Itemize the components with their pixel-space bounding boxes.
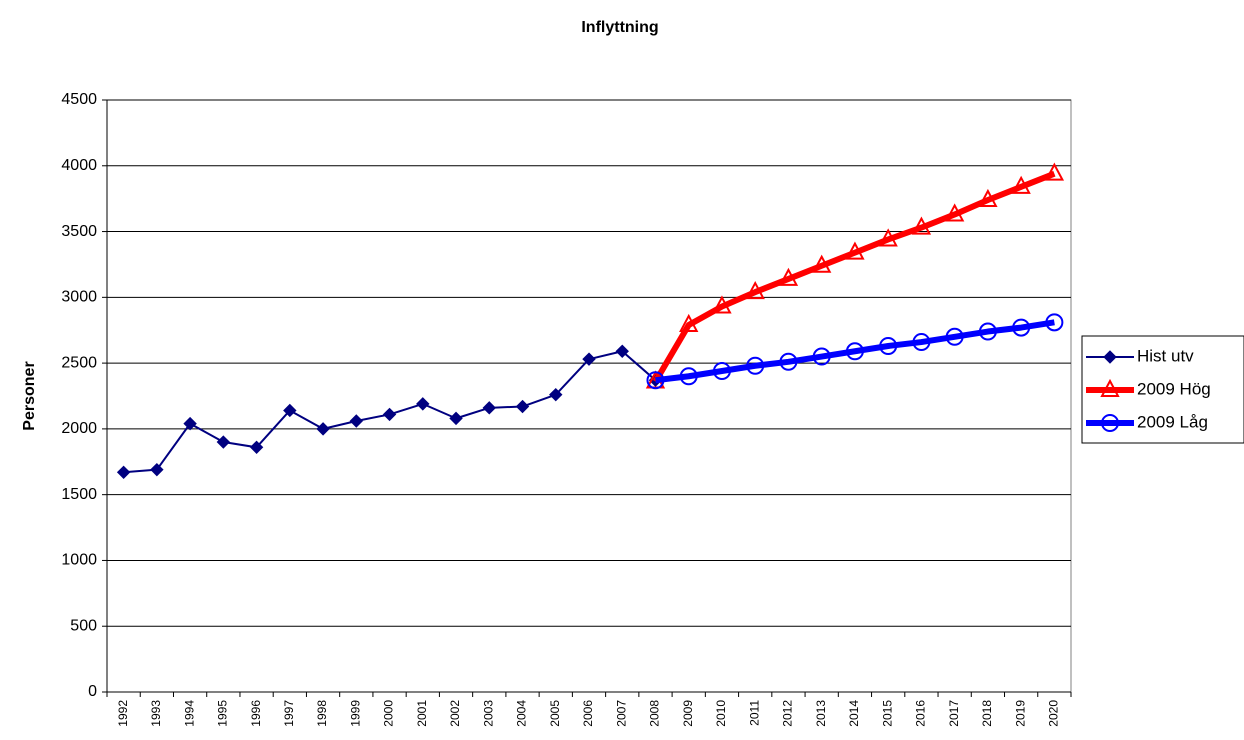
- x-tick-label: 2007: [614, 700, 628, 727]
- x-tick-label: 1993: [149, 700, 163, 727]
- x-tick-label: 1997: [282, 700, 296, 727]
- y-tick-label: 4000: [61, 157, 97, 174]
- data-point: [549, 387, 563, 402]
- x-tick-label: 1995: [216, 700, 230, 727]
- x-tick-label: 2008: [648, 700, 662, 727]
- data-point: [249, 440, 264, 455]
- y-axis-label: Personer: [21, 361, 38, 430]
- x-tick-label: 2011: [747, 700, 761, 726]
- data-point: [712, 362, 731, 381]
- x-tick-label: 2002: [448, 700, 462, 727]
- data-point: [944, 203, 965, 222]
- y-tick-label: 1000: [61, 552, 97, 569]
- x-tick-label: 1999: [348, 700, 362, 727]
- y-tick-label: 4500: [61, 91, 97, 108]
- data-point: [382, 407, 397, 422]
- data-point: [712, 295, 732, 314]
- legend-label: 2009 Låg: [1137, 412, 1208, 431]
- data-point: [978, 188, 998, 207]
- data-point: [646, 371, 665, 390]
- x-tick-label: 1992: [116, 700, 130, 727]
- data-point: [316, 422, 330, 436]
- plot-area: [106, 99, 1072, 693]
- y-tick-label: 3000: [61, 289, 97, 306]
- x-tick-label: 2005: [548, 700, 562, 727]
- x-tick-label: 2019: [1013, 700, 1027, 727]
- series-line: [652, 170, 1056, 384]
- data-point: [978, 322, 997, 341]
- data-point: [349, 414, 364, 428]
- data-point: [679, 313, 699, 332]
- data-point: [1044, 162, 1065, 181]
- data-point: [582, 352, 596, 366]
- legend-label: Hist utv: [1137, 346, 1194, 365]
- data-point: [1012, 318, 1031, 337]
- x-tick-label: 2010: [714, 700, 728, 727]
- data-point: [183, 416, 197, 431]
- data-point: [116, 465, 131, 480]
- series-line: [655, 319, 1055, 384]
- data-point: [912, 333, 931, 352]
- data-point: [746, 356, 765, 375]
- x-tick-label: 2014: [847, 700, 861, 727]
- x-tick-label: 2013: [814, 700, 828, 727]
- legend-marker: [1101, 414, 1119, 432]
- x-tick-label: 1996: [249, 700, 263, 727]
- y-tick-label: 3500: [61, 223, 97, 240]
- data-point: [283, 403, 297, 418]
- x-tick-label: 2018: [980, 700, 994, 727]
- x-tick-label: 2009: [681, 700, 695, 727]
- x-tick-label: 1994: [182, 700, 196, 727]
- y-tick-label: 1500: [61, 486, 97, 503]
- x-tick-label: 2012: [781, 700, 795, 727]
- data-point: [1011, 175, 1031, 194]
- x-tick-label: 1998: [315, 700, 329, 727]
- data-point: [812, 254, 832, 273]
- x-tick-label: 2015: [880, 700, 894, 727]
- data-point: [150, 462, 164, 477]
- x-tick-label: 2004: [515, 700, 529, 727]
- chart-title: Inflyttning: [581, 19, 658, 36]
- data-point: [1045, 313, 1064, 332]
- data-point: [945, 327, 964, 346]
- data-point: [449, 411, 463, 426]
- legend-label: 2009 Hög: [1137, 379, 1211, 398]
- x-tick-label: 2006: [581, 700, 595, 727]
- x-tick-label: 2001: [415, 700, 429, 727]
- data-point: [778, 267, 799, 286]
- x-tick-label: 2020: [1047, 700, 1061, 727]
- y-tick-label: 0: [88, 683, 97, 700]
- x-tick-label: 2016: [914, 700, 928, 727]
- data-point: [482, 401, 496, 415]
- y-tick-label: 2000: [61, 420, 97, 437]
- x-tick-label: 2017: [947, 700, 961, 727]
- data-point: [812, 347, 831, 366]
- legend-marker: [1103, 350, 1117, 364]
- data-point: [416, 397, 430, 411]
- data-point: [845, 241, 865, 260]
- data-point: [216, 435, 231, 449]
- x-tick-label: 2003: [481, 700, 495, 727]
- y-tick-label: 500: [70, 617, 97, 634]
- legend-marker: [1100, 378, 1120, 397]
- data-point: [779, 352, 798, 371]
- y-tick-label: 2500: [61, 354, 97, 371]
- data-point: [879, 337, 898, 356]
- data-point: [515, 399, 530, 414]
- data-point: [615, 344, 629, 358]
- data-point: [845, 342, 864, 361]
- data-point: [878, 228, 898, 247]
- data-point: [745, 280, 765, 300]
- data-point: [679, 367, 698, 386]
- data-point: [911, 216, 932, 235]
- x-tick-label: 2000: [382, 700, 396, 727]
